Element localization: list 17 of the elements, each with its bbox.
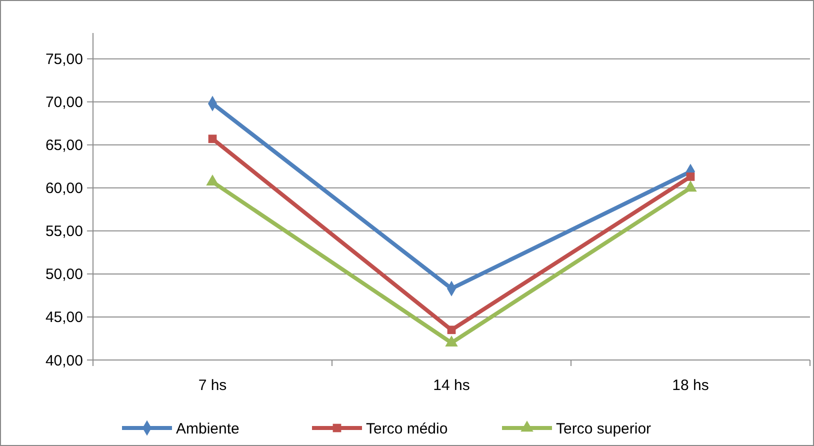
point [686, 172, 695, 181]
x-tick-label: 14 hs [433, 377, 470, 394]
y-tick-label: 45,00 [45, 309, 83, 326]
y-tick-label: 75,00 [45, 51, 83, 68]
y-tick-label: 70,00 [45, 94, 83, 112]
y-tick-label: 50,00 [45, 266, 83, 284]
legend-label: Ambiente [176, 420, 240, 438]
y-tick-label: 40,00 [45, 352, 83, 370]
legend-label: Terco médio [366, 420, 448, 438]
legend-label: Terco superior [556, 420, 652, 438]
point [208, 134, 217, 144]
y-tick-label: 55,00 [45, 223, 83, 240]
x-tick-label: 18 hs [672, 377, 709, 394]
x-tick-label: 7 hs [198, 377, 227, 394]
point [447, 326, 456, 334]
y-tick-label: 65,00 [45, 137, 83, 154]
y-tick-label: 60,00 [45, 180, 83, 198]
